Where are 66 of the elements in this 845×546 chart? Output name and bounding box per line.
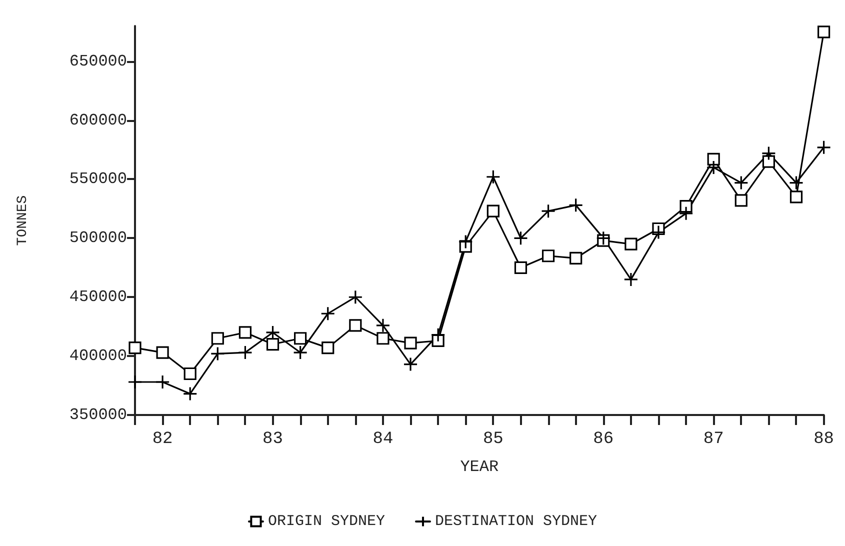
y-axis-title: TONNES <box>15 195 31 246</box>
y-tick-label: 550000 <box>69 170 127 188</box>
y-tick-label: 500000 <box>69 229 127 248</box>
point <box>322 342 334 354</box>
x-axis-title: YEAR <box>460 458 499 476</box>
point <box>320 306 336 321</box>
point <box>651 224 666 240</box>
point <box>404 336 417 350</box>
point <box>349 319 362 332</box>
point <box>706 160 721 175</box>
point <box>486 170 500 184</box>
point <box>816 140 832 155</box>
point <box>294 332 307 345</box>
point <box>680 200 692 213</box>
x-tick-label: 88 <box>814 430 834 449</box>
x-tick-label: 83 <box>262 430 283 449</box>
y-tick-label: 400000 <box>69 347 127 366</box>
x-tick-label: 87 <box>703 430 724 449</box>
point <box>128 342 142 354</box>
point <box>376 332 390 345</box>
y-tick-label: 650000 <box>69 52 127 70</box>
point <box>238 326 252 339</box>
y-tick-label: 450000 <box>69 288 127 306</box>
y-tick-label: 350000 <box>69 406 127 424</box>
point <box>734 194 748 207</box>
point <box>568 198 584 212</box>
point <box>596 230 611 246</box>
x-tick-label: 86 <box>593 430 614 449</box>
point <box>293 345 308 360</box>
point <box>266 338 280 351</box>
point <box>211 332 224 345</box>
point <box>458 234 473 250</box>
point <box>540 204 556 218</box>
point <box>210 346 225 362</box>
legend-label: DESTINATION SYDNEY <box>434 513 598 530</box>
point <box>542 250 555 262</box>
point <box>430 328 446 342</box>
point <box>128 374 142 390</box>
point <box>570 252 582 265</box>
x-tick-label: 84 <box>372 430 394 449</box>
point <box>678 206 694 221</box>
point <box>265 325 280 340</box>
point <box>790 190 803 204</box>
point <box>761 146 776 161</box>
point <box>514 261 528 274</box>
point <box>762 155 775 168</box>
x-tick-label: 85 <box>482 430 504 449</box>
y-tick-label: 600000 <box>69 111 127 130</box>
point <box>788 175 804 190</box>
point <box>238 345 253 360</box>
point <box>707 152 720 166</box>
point <box>155 374 170 390</box>
point <box>734 175 748 190</box>
point <box>624 272 638 287</box>
point <box>818 26 830 38</box>
point <box>403 357 418 372</box>
point <box>184 367 196 380</box>
point <box>182 386 198 402</box>
point <box>348 290 363 304</box>
point <box>513 230 528 246</box>
x-tick-label: 82 <box>152 430 173 449</box>
point <box>486 204 500 218</box>
point <box>156 346 169 359</box>
point <box>624 238 638 250</box>
legend-label: ORIGIN SYDNEY <box>268 513 386 530</box>
point <box>376 318 390 333</box>
